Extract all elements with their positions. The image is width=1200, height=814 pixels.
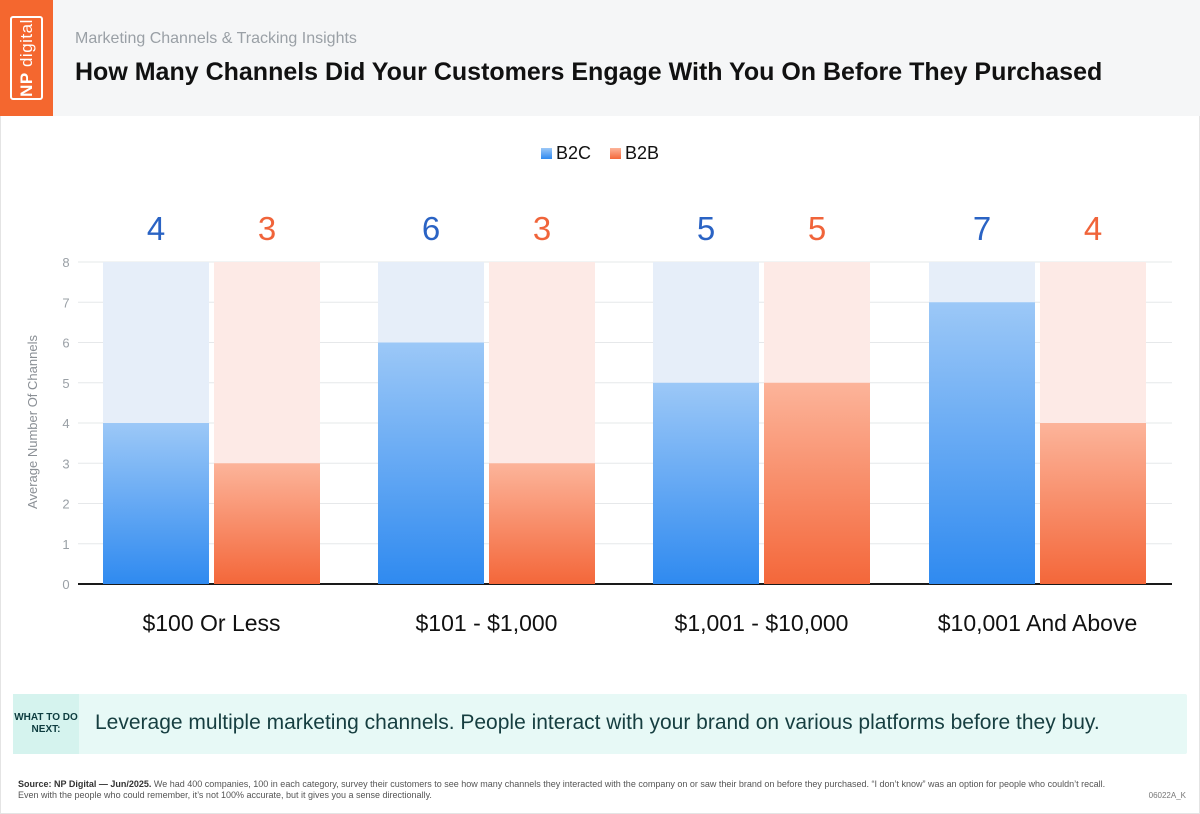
category-label: $101 - $1,000 xyxy=(416,610,558,636)
header: NP digital Marketing Channels & Tracking… xyxy=(0,0,1200,116)
data-label-b2c: 5 xyxy=(697,210,715,247)
page-title: How Many Channels Did Your Customers Eng… xyxy=(75,58,1103,86)
y-tick-label: 1 xyxy=(62,537,69,552)
legend-label-b2b: B2B xyxy=(625,143,660,163)
data-label-b2c: 6 xyxy=(422,210,440,247)
source-label: Source: NP Digital — Jun/2025. xyxy=(18,779,152,789)
legend-label-b2c: B2C xyxy=(555,143,591,163)
legend-swatch-b2b xyxy=(610,148,621,159)
legend-swatch-b2c xyxy=(540,148,552,159)
bar-b2b xyxy=(764,382,870,584)
bar-chart: Average Number Of Channels 0 1 2 3 4 5 6 7 8 4 3 $… xyxy=(25,210,1172,636)
category-label: $1,001 - $10,000 xyxy=(675,610,849,636)
legend-item-b2b: B2B xyxy=(610,143,659,164)
data-label-b2b: 5 xyxy=(808,210,826,247)
callout-text: Leverage multiple marketing channels. Pe… xyxy=(95,711,1100,734)
y-axis-label: Average Number Of Channels xyxy=(25,335,40,509)
legend-item-b2c: B2C xyxy=(540,143,591,164)
category-label: $10,001 And Above xyxy=(938,610,1138,636)
chart-legend: B2C B2B xyxy=(0,143,1200,164)
data-label-b2b: 4 xyxy=(1084,210,1102,247)
what-to-do-next-callout: WHAT TO DO NEXT: Leverage multiple marke… xyxy=(13,694,1187,754)
bar-b2b xyxy=(1040,423,1146,584)
document-code: 06022A_K xyxy=(1148,791,1186,800)
callout-tag: WHAT TO DO NEXT: xyxy=(13,694,79,754)
y-tick-label: 2 xyxy=(62,497,69,512)
page-subtitle: Marketing Channels & Tracking Insights xyxy=(75,30,357,47)
y-tick-label: 3 xyxy=(62,456,69,471)
bar-b2b xyxy=(214,463,320,584)
bar-b2c xyxy=(929,302,1035,584)
source-text: We had 400 companies, 100 in each catego… xyxy=(18,779,1106,800)
y-tick-label: 0 xyxy=(62,577,69,592)
data-label-b2b: 3 xyxy=(258,210,276,247)
y-tick-label: 8 xyxy=(62,255,69,270)
bar-b2c xyxy=(378,342,484,584)
y-tick-label: 6 xyxy=(62,336,69,351)
y-tick-label: 7 xyxy=(62,295,69,310)
bar-b2b xyxy=(489,463,595,584)
logo-box: NP digital xyxy=(10,16,43,100)
y-tick-label: 5 xyxy=(62,376,69,391)
source-note: Source: NP Digital — Jun/2025. We had 40… xyxy=(18,779,1118,801)
data-label-b2b: 3 xyxy=(533,210,551,247)
data-label-b2c: 4 xyxy=(147,210,165,247)
bar-b2c xyxy=(103,423,209,584)
y-tick-label: 4 xyxy=(62,416,69,431)
np-digital-logo: NP digital xyxy=(0,0,53,116)
category-label: $100 Or Less xyxy=(142,610,280,636)
data-label-b2c: 7 xyxy=(973,210,991,247)
bar-b2c xyxy=(653,382,759,584)
